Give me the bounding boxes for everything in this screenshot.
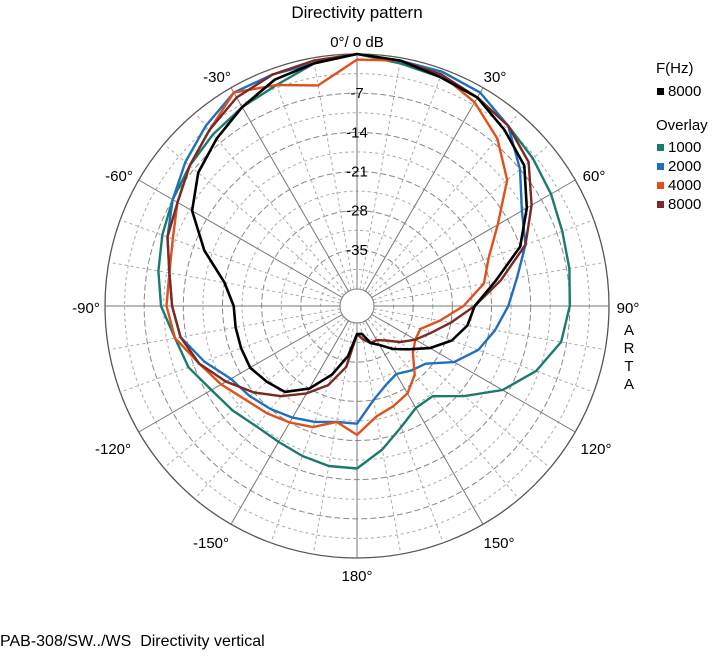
legend-entry-label: 8000 (668, 83, 701, 100)
grid-spoke (138, 314, 343, 433)
radial-tick-label: -35 (346, 242, 368, 259)
radial-tick-label: -14 (346, 124, 368, 141)
side-text-char: R (624, 340, 635, 357)
legend: F(Hz) Overlay 8000 1000 2000 4000 8000 (656, 60, 708, 213)
legend-swatch (657, 163, 664, 170)
legend-overlay-header: Overlay (656, 117, 708, 134)
angle-tick-label: -120° (95, 441, 131, 458)
angle-tick-label: -60° (105, 168, 133, 185)
angle-tick-label: 60° (583, 168, 606, 185)
grid-spoke (365, 320, 484, 525)
polar-chart: Directivity pattern 30° 60° 90° 120° 150° 180… (72, 3, 708, 585)
angle-tick-label: -150° (193, 535, 229, 552)
grid-spoke (230, 87, 349, 292)
grid-center-ring (339, 288, 375, 324)
legend-swatch (657, 88, 664, 95)
grid-spoke (194, 112, 347, 294)
legend-swatch (657, 182, 664, 189)
legend-entry-label: 1000 (668, 139, 701, 156)
radial-labels: 0°/ 0 dB -7 -14 -21 -28 -35 (330, 34, 384, 259)
angle-tick-label: 90° (617, 300, 640, 317)
footer-caption: PAB-308/SW../WS Directivity vertical (0, 633, 265, 650)
radial-tick-label: -21 (346, 164, 368, 181)
series-group (157, 52, 571, 470)
side-text-char: T (624, 358, 633, 375)
side-text-char: A (624, 376, 634, 393)
angle-tick-label: -90° (72, 300, 100, 317)
angle-tick-label: 150° (483, 535, 514, 552)
series-line-main-8000 (190, 52, 529, 394)
side-text-char: A (624, 322, 634, 339)
grid-spoke (367, 112, 520, 294)
grid-spoke (108, 308, 341, 351)
grid-spoke (371, 179, 576, 298)
grid-spoke (365, 87, 484, 292)
angle-tick-label: 120° (580, 441, 611, 458)
radial-tick-label: -28 (346, 203, 368, 220)
grid-spoke (270, 69, 352, 291)
grid-spoke (371, 314, 576, 433)
radial-tick-label: 0°/ 0 dB (330, 34, 384, 51)
legend-swatch (657, 144, 664, 151)
legend-entry-label: 8000 (668, 196, 701, 213)
legend-entry-label: 2000 (668, 158, 701, 175)
radial-tick-label: -7 (350, 85, 363, 102)
grid-spoke (362, 69, 444, 291)
chart-title: Directivity pattern (291, 3, 422, 22)
angle-tick-label: 180° (341, 568, 372, 585)
legend-main-header: F(Hz) (656, 60, 694, 77)
legend-entry-label: 4000 (668, 177, 701, 194)
legend-swatch (657, 201, 664, 208)
angle-labels: 30° 60° 90° 120° 150° 180° -150° -120° -90° -60° -… (72, 69, 639, 585)
angle-tick-label: -30° (203, 69, 231, 86)
grid-spoke (270, 321, 352, 543)
angle-tick-label: 30° (484, 69, 507, 86)
